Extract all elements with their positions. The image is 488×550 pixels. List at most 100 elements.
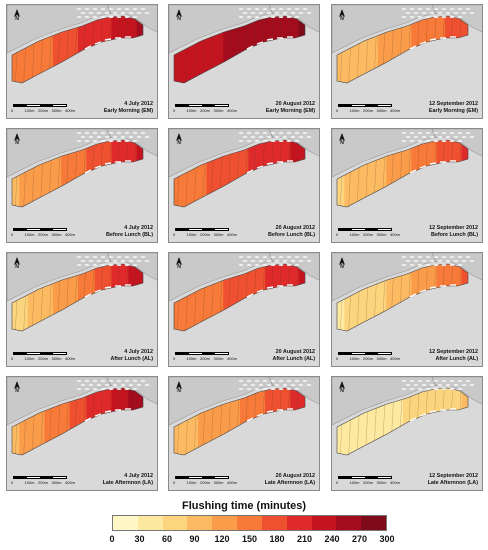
breakwater [256,165,264,169]
breakwater [104,286,112,289]
scale-label: 200m [200,108,211,113]
panel-caption: 4 July 2012 Late Afternnon (LA) [103,473,153,487]
boat-marker [262,131,268,134]
panel-date: 12 September 2012 [429,473,478,479]
scale-bar: 0 100m 200m 300m 400m [336,104,400,114]
north-arrow-icon: N [175,9,183,23]
scale-label: 0 [336,356,339,361]
panel-date: 4 July 2012 [124,225,153,231]
north-arrow-icon: N [13,133,21,147]
breakwater [409,417,417,422]
flushing-map [7,377,157,456]
boat-marker [461,135,467,138]
boat-marker [140,255,146,258]
scale-label: 300m [213,232,224,237]
boat-marker [262,16,268,19]
north-arrow-icon: N [338,381,346,395]
boat-marker [421,383,427,386]
breakwater [104,162,112,165]
boat-marker [453,383,459,386]
breakwater [419,41,427,45]
north-label: N [177,264,181,270]
boat-marker [250,11,256,14]
boat-marker [449,7,455,10]
boat-marker [80,259,86,262]
north-label: N [15,388,19,394]
breakwater [419,289,427,293]
boat-marker [445,11,451,14]
panel-time: Before Lunch (BL) [267,232,315,238]
scale-label: 200m [200,480,211,485]
scale-bar: 0 100m 200m 300m 400m [336,352,400,362]
boat-marker [270,131,276,134]
boat-marker [457,7,463,10]
boat-marker [302,255,308,258]
map-panel: N 0 100m 200m 300m 400m 4 July 2012 Early Morni… [6,4,158,119]
boat-marker [254,16,260,19]
boat-marker [445,383,451,386]
scale-label: 400m [65,480,76,485]
legend-tick-label: 150 [241,534,258,544]
breakwater [246,293,254,298]
breakwater [84,293,92,298]
scale-label: 300m [213,108,224,113]
boat-marker [100,7,106,10]
boat-marker [76,388,82,391]
boat-marker [282,259,288,262]
panel-date: 4 July 2012 [124,473,153,479]
boat-marker [96,259,102,262]
bay-outline [11,263,144,332]
scale-label: 100m [349,232,360,237]
flushing-map [332,5,482,84]
boat-marker [298,383,304,386]
north-arrow-icon: N [338,9,346,23]
breakwater [256,413,264,417]
map-panel: N 0 100m 200m 300m 400m 4 July 2012 After Lunch… [6,252,158,367]
bay-outline [336,139,469,208]
legend-tick-label: 90 [189,534,200,544]
legend-tick-label: 0 [109,534,115,544]
boat-marker [461,259,467,262]
panel-caption: 20 August 2012 After Lunch (AL) [272,349,315,363]
scale-label: 400m [65,356,76,361]
boat-marker [290,135,296,138]
boat-marker [104,383,110,386]
north-label: N [340,264,344,270]
scale-label: 300m [376,356,387,361]
panel-date: 12 September 2012 [429,101,478,107]
panel-time: Early Morning (EM) [265,108,315,114]
boat-marker [441,7,447,10]
boat-marker [469,11,475,14]
boat-marker [104,11,110,14]
bay-outline [336,15,469,84]
boat-marker [84,388,90,391]
boat-marker [132,7,138,10]
boat-marker [92,7,98,10]
boat-marker [124,379,130,382]
boat-marker [449,388,455,391]
panel-time: Late Afternnon (LA) [427,480,478,486]
boat-marker [124,388,130,391]
boat-marker [128,383,134,386]
boat-marker [88,11,94,14]
boat-marker [445,259,451,262]
boat-marker [294,7,300,10]
scale-bar: 0 100m 200m 300m 400m [173,476,237,486]
scale-label: 300m [213,480,224,485]
north-label: N [177,388,181,394]
boat-marker [278,140,284,143]
legend-swatch [113,516,138,530]
flushing-map [332,129,482,208]
boat-marker [254,131,260,134]
boat-marker [92,388,98,391]
scale-label: 100m [349,356,360,361]
boat-marker [242,383,248,386]
boat-marker [136,11,142,14]
boat-marker [116,140,122,143]
legend-swatch [361,516,386,530]
boat-marker [274,11,280,14]
boat-marker [140,131,146,134]
boat-marker [116,16,122,19]
scale-bar: 0 100m 200m 300m 400m [11,352,75,362]
scale-label: 400m [390,356,401,361]
